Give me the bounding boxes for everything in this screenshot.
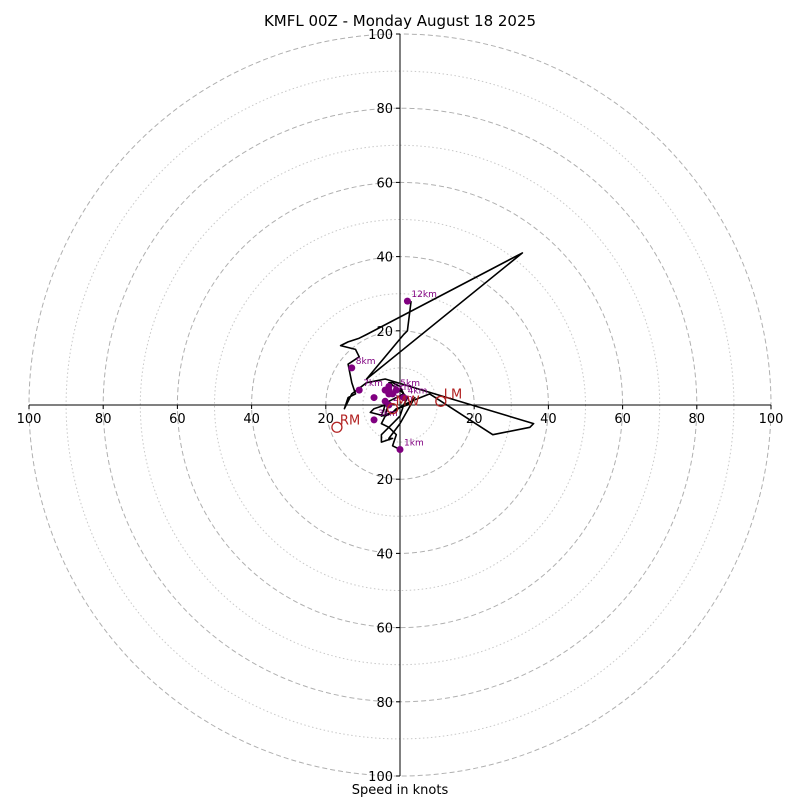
chart-title: KMFL 00Z - Monday August 18 2025	[263, 12, 537, 30]
y-tick-label: 20	[376, 473, 393, 488]
x-tick-label: 80	[95, 412, 112, 427]
height-marker-label: 7km	[363, 379, 383, 389]
y-tick-label: 100	[368, 770, 393, 785]
y-tick-label: 80	[376, 102, 393, 117]
height-marker-point	[348, 364, 356, 372]
x-tick-label: 100	[17, 412, 42, 427]
height-marker-label: 12km	[411, 290, 436, 300]
storm-motion-label: LM	[444, 387, 462, 402]
x-tick-label: 80	[689, 412, 706, 427]
height-marker-label: 4km	[408, 387, 428, 397]
height-marker-point	[396, 446, 404, 454]
y-tick-label: 80	[376, 696, 393, 711]
storm-motion-label: MW	[396, 395, 420, 410]
y-tick-label: 40	[376, 251, 393, 266]
height-marker-label: 8km	[356, 357, 376, 367]
height-marker-point	[403, 297, 411, 305]
storm-motion-marker	[386, 403, 399, 415]
height-marker-point	[392, 386, 400, 394]
storm-motion-markers: LM RM MW	[331, 387, 462, 433]
x-tick-label: 100	[759, 412, 784, 427]
y-tick-label: 40	[376, 547, 393, 562]
height-marker-point	[370, 394, 378, 402]
y-tick-label: 60	[376, 622, 393, 637]
height-marker-label: 1km	[404, 439, 424, 449]
y-tick-label: 20	[376, 325, 393, 340]
x-tick-label: 40	[243, 412, 260, 427]
hodograph-trace	[339, 252, 535, 451]
height-marker-label: 5km	[400, 379, 420, 389]
hodograph-line	[339, 252, 535, 451]
x-tick-label: 20	[466, 412, 483, 427]
storm-motion-marker	[435, 395, 447, 407]
height-marker-label: 2km	[393, 394, 413, 404]
x-tick-label: 60	[614, 412, 631, 427]
y-tick-label: 60	[376, 176, 393, 191]
x-tick-label: 40	[540, 412, 557, 427]
x-axis-label: Speed in knots	[351, 783, 449, 798]
axes	[29, 34, 771, 776]
storm-motion-label: RM	[340, 413, 360, 428]
x-tick-label: 60	[169, 412, 186, 427]
y-tick-label: 100	[368, 28, 393, 43]
height-marker-point	[385, 382, 393, 390]
height-marker-label: 3km	[378, 409, 398, 419]
height-marker-point	[370, 416, 378, 424]
height-marker-point	[355, 386, 363, 394]
tick-labels: 100 80 60 40 20 20 40 60 80 100 100 80 60 40 20 20 40 60 8…	[17, 28, 784, 785]
x-tick-label: 20	[318, 412, 335, 427]
height-marker-point	[400, 394, 408, 402]
height-marker-point	[385, 390, 393, 398]
storm-motion-marker	[331, 421, 343, 433]
height-marker-label: 6km	[393, 383, 413, 393]
